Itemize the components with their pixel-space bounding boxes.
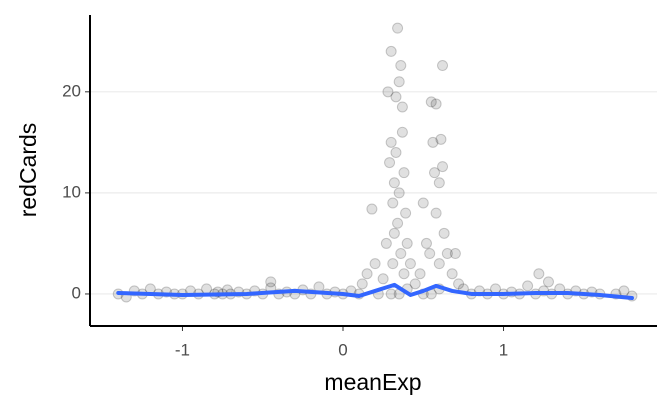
point — [382, 86, 394, 98]
point — [437, 161, 449, 173]
point — [392, 217, 404, 229]
point — [388, 177, 400, 189]
point — [404, 258, 416, 270]
point — [400, 207, 412, 219]
point — [387, 258, 399, 270]
point — [401, 237, 413, 249]
point — [385, 45, 397, 57]
point — [441, 248, 453, 260]
point — [356, 278, 368, 290]
point — [438, 227, 450, 239]
x-tick-label: 1 — [499, 340, 508, 359]
y-tick-label: 20 — [62, 81, 81, 100]
point — [392, 22, 404, 34]
point — [409, 278, 421, 290]
point — [414, 268, 426, 280]
point — [361, 268, 373, 280]
point — [429, 167, 441, 179]
point — [396, 101, 408, 113]
smooth-line — [116, 282, 634, 301]
point — [433, 177, 445, 189]
point — [385, 288, 397, 300]
point — [542, 276, 554, 288]
point — [449, 248, 461, 260]
y-axis-title: redCards — [15, 123, 41, 218]
point — [388, 227, 400, 239]
point — [425, 96, 437, 108]
point — [446, 268, 458, 280]
x-tick-label: -1 — [175, 340, 190, 359]
point — [433, 258, 445, 270]
point — [427, 136, 439, 148]
y-tick-label: 0 — [72, 283, 81, 302]
point — [265, 276, 277, 288]
point — [533, 268, 545, 280]
point — [369, 258, 381, 270]
point — [387, 197, 399, 209]
point — [398, 167, 410, 179]
point — [424, 248, 436, 260]
y-tick-label: 10 — [62, 182, 81, 201]
point — [453, 278, 465, 290]
point — [390, 146, 402, 158]
point — [377, 273, 389, 285]
point — [393, 76, 405, 88]
point — [390, 91, 402, 103]
point — [395, 60, 407, 72]
point — [385, 136, 397, 148]
point — [384, 157, 396, 169]
point — [435, 133, 447, 145]
point — [395, 248, 407, 260]
point — [366, 203, 378, 215]
point — [417, 197, 429, 209]
point — [430, 98, 442, 110]
point — [398, 268, 410, 280]
point — [380, 237, 392, 249]
point — [437, 60, 449, 72]
x-tick-label: 0 — [338, 340, 347, 359]
x-axis-title: meanExp — [324, 369, 421, 395]
point — [396, 126, 408, 138]
point — [522, 280, 534, 292]
point — [420, 237, 432, 249]
point — [430, 207, 442, 219]
point — [393, 187, 405, 199]
